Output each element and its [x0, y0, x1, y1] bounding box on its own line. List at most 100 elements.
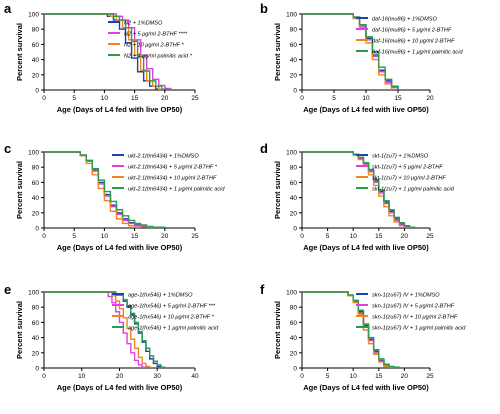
legend-label: skt-1(zu7) + 1%DMSO: [372, 153, 429, 159]
x-tick-label: 10: [350, 233, 358, 240]
legend-label: age-1(hx546) + 5 μg/ml 2-BTHF ***: [128, 303, 216, 309]
legend-label: N2 + 10 μg/ml 2-BTHF *: [124, 42, 185, 48]
panel-a: a 0 20 40 60 80 100 0 5 10 15 20 25 Percent survival A…: [4, 1, 199, 114]
panel-label: c: [4, 141, 11, 156]
y-tick-label: 40: [290, 335, 298, 342]
y-tick-label: 100: [28, 290, 39, 297]
legend-label: daf-16(mu86) + 1%DMSO: [372, 16, 437, 22]
y-tick-label: 20: [290, 350, 298, 357]
legend-label: age-1(hx546) + 1 μg/ml palmitic acid: [128, 325, 219, 331]
y-tick-label: 0: [293, 88, 297, 95]
y-tick-label: 60: [32, 42, 40, 49]
x-tick-label: 25: [191, 95, 199, 102]
x-tick-label: 20: [161, 95, 169, 102]
y-axis-title: Percent survival: [273, 301, 282, 359]
x-tick-label: 20: [116, 373, 124, 380]
legend-label: skt-1(zu7) + 5 μg/ml 2-BTHF: [372, 164, 443, 170]
x-tick-label: 10: [350, 373, 358, 380]
x-tick-label: 0: [300, 373, 304, 380]
legend-label: age-1(hx546) + 1%DMSO: [128, 292, 193, 298]
y-tick-label: 0: [35, 88, 39, 95]
y-axis-title: Percent survival: [15, 23, 24, 81]
series-line: [302, 13, 399, 90]
y-axis-title: Percent survival: [15, 301, 24, 359]
legend-label: skn-1(zu67) IV + 1%DMSO: [372, 292, 440, 298]
legend-label: skn-1(zu67) IV + 1 μg/ml palmitic acid: [372, 325, 466, 331]
x-tick-label: 15: [131, 95, 139, 102]
x-axis-title: Age (Days of L4 fed with live OP50): [303, 105, 429, 114]
x-axis-title: Age (Days of L4 fed with live OP50): [57, 105, 183, 114]
panel-b: b 0 20 40 60 80 100 0 5 10 15 20 Percent survival Age…: [260, 1, 463, 114]
legend-label: ukt-2.1(tm6434) + 5 μg/ml 2-BTHF *: [128, 164, 218, 170]
x-tick-label: 15: [394, 95, 402, 102]
y-tick-label: 0: [35, 226, 39, 233]
x-axis-title: Age (Days of L4 fed with live OP50): [303, 243, 429, 252]
x-tick-label: 15: [375, 233, 383, 240]
x-tick-label: 20: [401, 233, 409, 240]
x-axis-title: Age (Days of L4 fed with live OP50): [303, 383, 429, 392]
legend-label: skn-1(zu67) IV + 10 μg/ml 2-BTHF: [372, 314, 458, 320]
y-tick-label: 20: [32, 210, 40, 217]
y-axis-title: Percent survival: [15, 161, 24, 219]
y-axis-title: Percent survival: [273, 23, 282, 81]
x-tick-label: 5: [332, 95, 336, 102]
x-tick-label: 10: [362, 95, 370, 102]
legend-label: skt-1(zu7) + 10 μg/ml 2-BTHF: [372, 175, 446, 181]
x-tick-label: 0: [42, 95, 46, 102]
y-tick-label: 100: [286, 12, 297, 19]
y-tick-label: 80: [290, 305, 298, 312]
series-line: [44, 291, 151, 368]
legend-label: daf-16(mu86) + 5 μg/ml 2-BTHF: [372, 27, 452, 33]
legend-label: ukt-2.1(tm6434) + 1 μg/ml palmitic acid: [128, 186, 225, 192]
y-tick-label: 0: [35, 366, 39, 373]
panel-label: a: [4, 1, 12, 16]
y-tick-label: 40: [290, 57, 298, 64]
x-tick-label: 5: [72, 233, 76, 240]
y-tick-label: 20: [290, 210, 298, 217]
y-tick-label: 80: [32, 27, 40, 34]
panel-label: e: [4, 282, 11, 297]
x-tick-label: 10: [101, 233, 109, 240]
x-axis-title: Age (Days of L4 fed with live OP50): [57, 383, 183, 392]
x-tick-label: 20: [426, 95, 434, 102]
x-tick-label: 15: [131, 233, 139, 240]
x-tick-label: 5: [326, 233, 330, 240]
x-tick-label: 40: [191, 373, 199, 380]
series-line: [44, 151, 166, 228]
x-tick-label: 15: [375, 373, 383, 380]
y-tick-label: 100: [28, 150, 39, 157]
y-tick-label: 80: [32, 165, 40, 172]
x-axis-title: Age (Days of L4 fed with live OP50): [57, 243, 183, 252]
legend-label: skn-1(zu67) IV + 5 μg/ml 2-BTHF: [372, 303, 455, 309]
series-line: [44, 291, 147, 368]
y-tick-label: 80: [290, 165, 298, 172]
x-tick-label: 0: [42, 373, 46, 380]
series-line: [302, 291, 400, 368]
x-tick-label: 25: [426, 373, 434, 380]
y-tick-label: 40: [32, 335, 40, 342]
panel-e: e 0 20 40 60 80 100 0 10 20 30 40 Percent survival Ag…: [4, 282, 219, 392]
y-tick-label: 40: [290, 195, 298, 202]
y-tick-label: 80: [290, 27, 298, 34]
y-tick-label: 0: [293, 366, 297, 373]
y-tick-label: 80: [32, 305, 40, 312]
x-tick-label: 0: [42, 233, 46, 240]
legend-label: skt-1(zu7) + 1 μg/ml palmitic acid: [372, 186, 455, 192]
legend-label: age-1(hx546) + 10 μg/ml 2-BTHF *: [128, 314, 215, 320]
panel-d: d 0 20 40 60 80 100 0 5 10 15 20 25 Percent survival A…: [260, 141, 455, 252]
y-tick-label: 40: [32, 57, 40, 64]
y-tick-label: 20: [32, 350, 40, 357]
y-tick-label: 0: [293, 226, 297, 233]
panel-f: f 0 20 40 60 80 100 0 5 10 15 20 25 Percent survival A…: [260, 282, 466, 392]
legend-label: ukt-2.1(tm6434) + 10 μg/ml 2-BTHF: [128, 175, 217, 181]
series-line: [44, 151, 142, 228]
x-tick-label: 0: [300, 95, 304, 102]
x-tick-label: 10: [101, 95, 109, 102]
x-tick-label: 10: [78, 373, 86, 380]
panel-label: f: [260, 282, 265, 297]
panel-label: b: [260, 1, 268, 16]
y-tick-label: 20: [32, 72, 40, 79]
series-line: [302, 291, 390, 368]
series-line: [44, 13, 169, 90]
